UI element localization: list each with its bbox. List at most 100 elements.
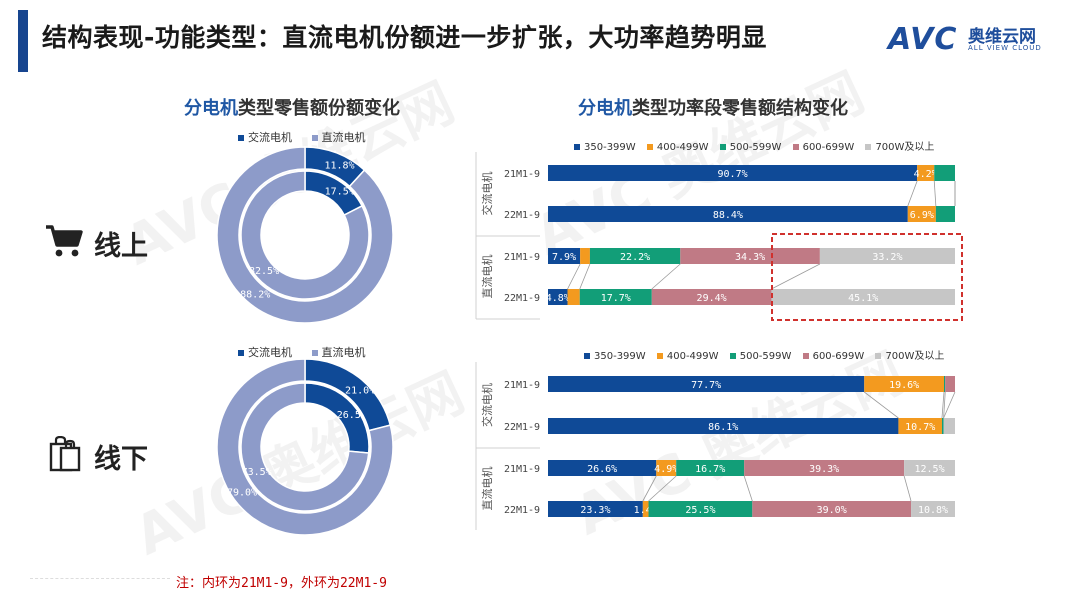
- bar-label: 39.0%: [817, 505, 847, 516]
- legend-dc: 直流电机: [321, 346, 366, 359]
- bar-label: 39.3%: [809, 464, 839, 475]
- logo-cn: 奥维云网: [968, 27, 1036, 47]
- bar-label: 77.7%: [691, 380, 721, 391]
- bar-label: 88.4%: [713, 210, 743, 221]
- group-label: 直流电机: [480, 255, 494, 299]
- bar-label: 29.4%: [697, 293, 727, 304]
- bar-segment: [771, 289, 955, 305]
- bar-segment: [941, 418, 944, 434]
- bar-label: 19.6%: [889, 380, 919, 391]
- donut-label-ac: 26.5%: [337, 410, 367, 421]
- bar-segment: [945, 376, 955, 392]
- shopping-bag-icon: [49, 436, 81, 472]
- bar-segment: [943, 418, 955, 434]
- row-label: 21M1-9: [504, 464, 540, 475]
- donut-slice-dc: [216, 146, 394, 324]
- right-chart-title: 分电机类型功率段零售额结构变化: [578, 94, 848, 120]
- group-label: 直流电机: [480, 467, 494, 511]
- connector-line: [771, 263, 821, 290]
- row-label: 22M1-9: [504, 422, 540, 433]
- donut-label-dc: 82.5%: [249, 266, 279, 277]
- donut-legend-offline: 交流电机 直流电机: [238, 344, 382, 360]
- page-title: 结构表现-功能类型：直流电机份额进一步扩张，大功率趋势明显: [42, 23, 767, 52]
- donut-label-dc: 73.5%: [242, 467, 272, 478]
- legend-ac: 交流电机: [248, 131, 292, 144]
- connector-line: [933, 180, 937, 207]
- bar-segment: [917, 165, 935, 181]
- bar-label: 17.7%: [601, 293, 631, 304]
- donut-label-ac: 21.0%: [345, 385, 375, 396]
- legend-item: 600-699W: [802, 142, 855, 153]
- legend-item: 500-599W: [739, 351, 792, 362]
- bar-segment: [752, 501, 912, 517]
- bar-label: 34.3%: [735, 252, 765, 263]
- donut-slice-dc: [240, 170, 370, 300]
- bar-label: 25.5%: [685, 505, 715, 516]
- donut-slice-dc: [240, 382, 370, 512]
- connector-line: [863, 391, 899, 419]
- bar-segment: [898, 418, 942, 434]
- offline-label: 线下: [94, 444, 148, 475]
- bar-segment: [944, 376, 946, 392]
- bar-legend-online: 350-399W 400-499W 500-599W 600-699W 700W…: [574, 138, 942, 153]
- connector-line: [941, 391, 945, 419]
- bar-label: 86.1%: [708, 422, 738, 433]
- bar-label: 45.1%: [848, 293, 878, 304]
- bar-label: 26.6%: [587, 464, 617, 475]
- row-label: 21M1-9: [504, 169, 540, 180]
- bar-label: 23.3%: [580, 505, 610, 516]
- bar-label: 6.9%: [910, 210, 934, 221]
- connector-line: [567, 263, 581, 290]
- connector-line: [743, 475, 753, 502]
- group-label: 交流电机: [480, 172, 494, 216]
- legend-ac: 交流电机: [248, 346, 292, 359]
- row-label: 21M1-9: [504, 252, 540, 263]
- bar-label: 33.2%: [872, 252, 902, 263]
- brand-logo: AVC 奥维云网 ALL VIEW CLOUD: [888, 22, 1058, 57]
- donut-label-ac: 11.8%: [324, 160, 354, 171]
- bar-segment: [934, 165, 955, 181]
- bar-legend-offline: 350-399W 400-499W 500-599W 600-699W 700W…: [584, 347, 952, 362]
- donut-legend-online: 交流电机 直流电机: [238, 129, 382, 145]
- connector-line: [903, 475, 912, 502]
- bar-segment: [642, 501, 649, 517]
- online-label: 线上: [94, 231, 148, 262]
- legend-item: 400-499W: [666, 351, 719, 362]
- bar-label: 90.7%: [718, 169, 748, 180]
- footnote: 注：内环为21M1-9，外环为22M1-9: [176, 576, 387, 591]
- bar-segment: [744, 460, 905, 476]
- donut-label-dc: 79.0%: [227, 487, 257, 498]
- legend-item: 600-699W: [812, 351, 865, 362]
- legend-dc: 直流电机: [321, 131, 366, 144]
- bar-label: 10.7%: [905, 422, 935, 433]
- bar-label: 22.2%: [620, 252, 650, 263]
- divider: [30, 578, 170, 580]
- bar-segment: [548, 418, 899, 434]
- donut-label-ac: 17.5%: [325, 187, 355, 198]
- connector-line: [943, 391, 946, 419]
- legend-item: 350-399W: [584, 142, 636, 153]
- bar-segment: [656, 460, 677, 476]
- logo-avc: AVC: [888, 22, 958, 57]
- left-title-highlight: 分电机: [184, 98, 238, 119]
- row-label: 22M1-9: [504, 293, 540, 304]
- bar-segment: [548, 289, 568, 305]
- bar-label: 12.5%: [915, 464, 945, 475]
- bar-segment: [580, 248, 590, 264]
- bar-segment: [676, 460, 745, 476]
- bar-segment: [911, 501, 955, 517]
- bar-segment: [907, 206, 936, 222]
- bar-segment: [648, 501, 753, 517]
- connector-line: [642, 475, 657, 502]
- bar-segment: [589, 248, 681, 264]
- bar-segment: [548, 165, 918, 181]
- bar-segment: [548, 206, 908, 222]
- bar-segment: [567, 289, 580, 305]
- right-title-highlight: 分电机: [578, 98, 632, 119]
- donut-slice-dc: [216, 358, 394, 536]
- left-title-rest: 类型零售额份额变化: [238, 98, 400, 119]
- legend-item: 500-599W: [729, 142, 782, 153]
- bar-segment: [904, 460, 955, 476]
